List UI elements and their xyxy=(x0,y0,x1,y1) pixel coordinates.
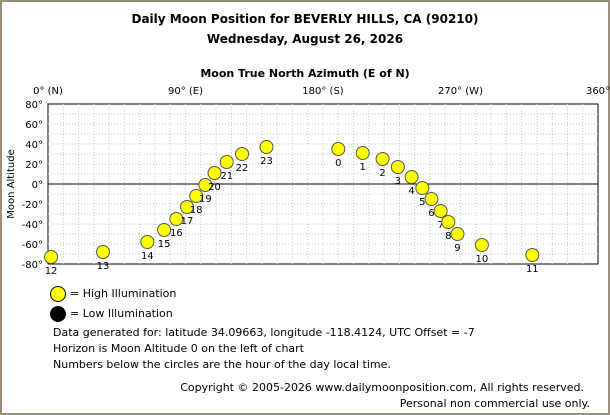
hour-label: 16 xyxy=(170,228,183,239)
hour-label: 7 xyxy=(437,220,443,231)
hour-label: 22 xyxy=(236,163,249,174)
y-tick-label: -20° xyxy=(22,200,43,211)
high-illumination-icon xyxy=(50,286,66,302)
tick-labels: 0° (N) 90° (E) 180° (S) 270° (W) 360°80°60°4… xyxy=(22,86,610,271)
hour-label: 17 xyxy=(181,216,194,227)
hour-label: 12 xyxy=(45,266,58,277)
hour-label: 6 xyxy=(428,208,434,219)
note-location: Data generated for: latitude 34.09663, l… xyxy=(53,326,475,339)
hour-label: 21 xyxy=(220,171,233,182)
personal-use-note: Personal non commercial use only. xyxy=(399,397,590,410)
y-tick-label: 0° xyxy=(32,180,43,191)
hour-label: 2 xyxy=(379,168,385,179)
hour-label: 13 xyxy=(97,261,110,272)
x-tick-label: 0° (N) xyxy=(33,86,63,97)
note-horizon: Horizon is Moon Altitude 0 on the left o… xyxy=(53,342,304,355)
hour-label: 1 xyxy=(360,162,366,173)
hour-label: 11 xyxy=(526,264,539,275)
moon-point xyxy=(415,181,430,195)
copyright: Copyright © 2005-2026 www.dailymoonposit… xyxy=(180,381,584,394)
y-tick-label: 80° xyxy=(25,100,43,111)
moon-point xyxy=(44,250,59,264)
hour-label: 15 xyxy=(158,239,171,250)
moon-position-chart: Moon True North Azimuth (E of N) Moon Al… xyxy=(6,67,610,277)
x-axis-title: Moon True North Azimuth (E of N) xyxy=(200,67,409,80)
moon-point xyxy=(474,238,489,252)
y-axis-title: Moon Altitude xyxy=(6,149,17,218)
hour-label: 3 xyxy=(395,176,401,187)
note-hours: Numbers below the circles are the hour o… xyxy=(53,358,391,371)
low-illumination-icon xyxy=(50,306,66,322)
x-tick-label: 180° (S) xyxy=(302,86,344,97)
moon-point xyxy=(157,223,172,237)
x-tick-label: 270° (W) xyxy=(438,86,483,97)
moon-point xyxy=(198,178,213,192)
moon-point xyxy=(331,142,346,156)
moon-point xyxy=(169,212,184,226)
moon-point xyxy=(450,227,465,241)
moon-point xyxy=(219,155,234,169)
moon-point xyxy=(390,160,405,174)
hour-label: 18 xyxy=(190,205,203,216)
legend-high-label: = High Illumination xyxy=(70,287,177,300)
moon-point xyxy=(404,170,419,184)
moon-point xyxy=(375,152,390,166)
moon-point xyxy=(189,189,204,203)
y-tick-label: -80° xyxy=(22,260,43,271)
grid xyxy=(47,103,599,265)
legend-low-label: = Low Illumination xyxy=(70,307,173,320)
hour-label: 0 xyxy=(335,158,341,169)
moon-point xyxy=(235,147,250,161)
hour-label: 14 xyxy=(141,251,154,262)
moon-point xyxy=(140,235,155,249)
moon-point xyxy=(259,140,274,154)
y-tick-label: -40° xyxy=(22,220,43,231)
hour-label: 10 xyxy=(476,254,489,265)
hour-label: 8 xyxy=(445,231,451,242)
y-tick-label: 40° xyxy=(25,140,43,151)
moon-point xyxy=(441,215,456,229)
chart-date: Wednesday, August 26, 2026 xyxy=(206,32,404,46)
x-tick-label: 90° (E) xyxy=(168,86,203,97)
moon-point xyxy=(355,146,370,160)
hour-label: 23 xyxy=(260,156,273,167)
hour-label: 4 xyxy=(408,186,414,197)
hour-label: 20 xyxy=(208,182,221,193)
x-tick-label: 360° xyxy=(586,86,610,97)
y-tick-label: 60° xyxy=(25,120,43,131)
y-tick-label: 20° xyxy=(25,160,43,171)
moon-point xyxy=(96,245,110,259)
moon-point xyxy=(525,248,540,262)
moon-point xyxy=(207,166,222,180)
y-tick-label: -60° xyxy=(22,240,43,251)
moon-point xyxy=(433,204,448,218)
moon-point xyxy=(424,192,439,206)
hour-label: 9 xyxy=(454,243,460,254)
hour-label: 19 xyxy=(199,194,212,205)
hour-label: 5 xyxy=(419,197,425,208)
chart-title: Daily Moon Position for BEVERLY HILLS, C… xyxy=(131,12,479,26)
moon-point xyxy=(180,200,195,214)
